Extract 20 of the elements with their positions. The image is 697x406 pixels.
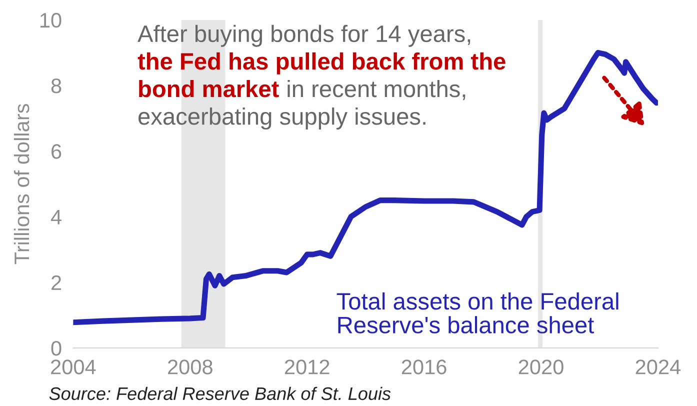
- y-tick-label: 4: [50, 210, 62, 224]
- x-tick-label: 2016: [402, 360, 446, 374]
- series-label: Total assets on the Federal Reserve's balance sheet: [336, 292, 618, 334]
- annotation: After buying bonds for 14 years,: [138, 24, 470, 47]
- x-tick-label: 2020: [518, 360, 564, 374]
- y-tick-label: 6: [52, 144, 62, 159]
- y-tick-label: 8: [51, 78, 62, 94]
- source-note: Source: Federal Reserve Bank of St. Louis: [49, 386, 391, 400]
- annotation: in recent months,: [288, 80, 466, 100]
- annotation: the Fed has pulled back from the: [138, 52, 506, 74]
- y-tick-label: 10: [40, 12, 62, 28]
- y-tick-label: 0: [51, 340, 62, 356]
- annotation: exacerbating supply issues.: [138, 108, 426, 130]
- x-tick-label: 2004: [51, 360, 96, 374]
- x-tick-label: 2012: [284, 360, 330, 374]
- x-tick-label: 2008: [168, 360, 212, 374]
- x-tick-label: 2024: [636, 360, 681, 374]
- annotation: bond market: [139, 80, 279, 98]
- y-tick-label: 2: [52, 275, 62, 290]
- y-axis-title: Trillions of dollars: [14, 104, 30, 264]
